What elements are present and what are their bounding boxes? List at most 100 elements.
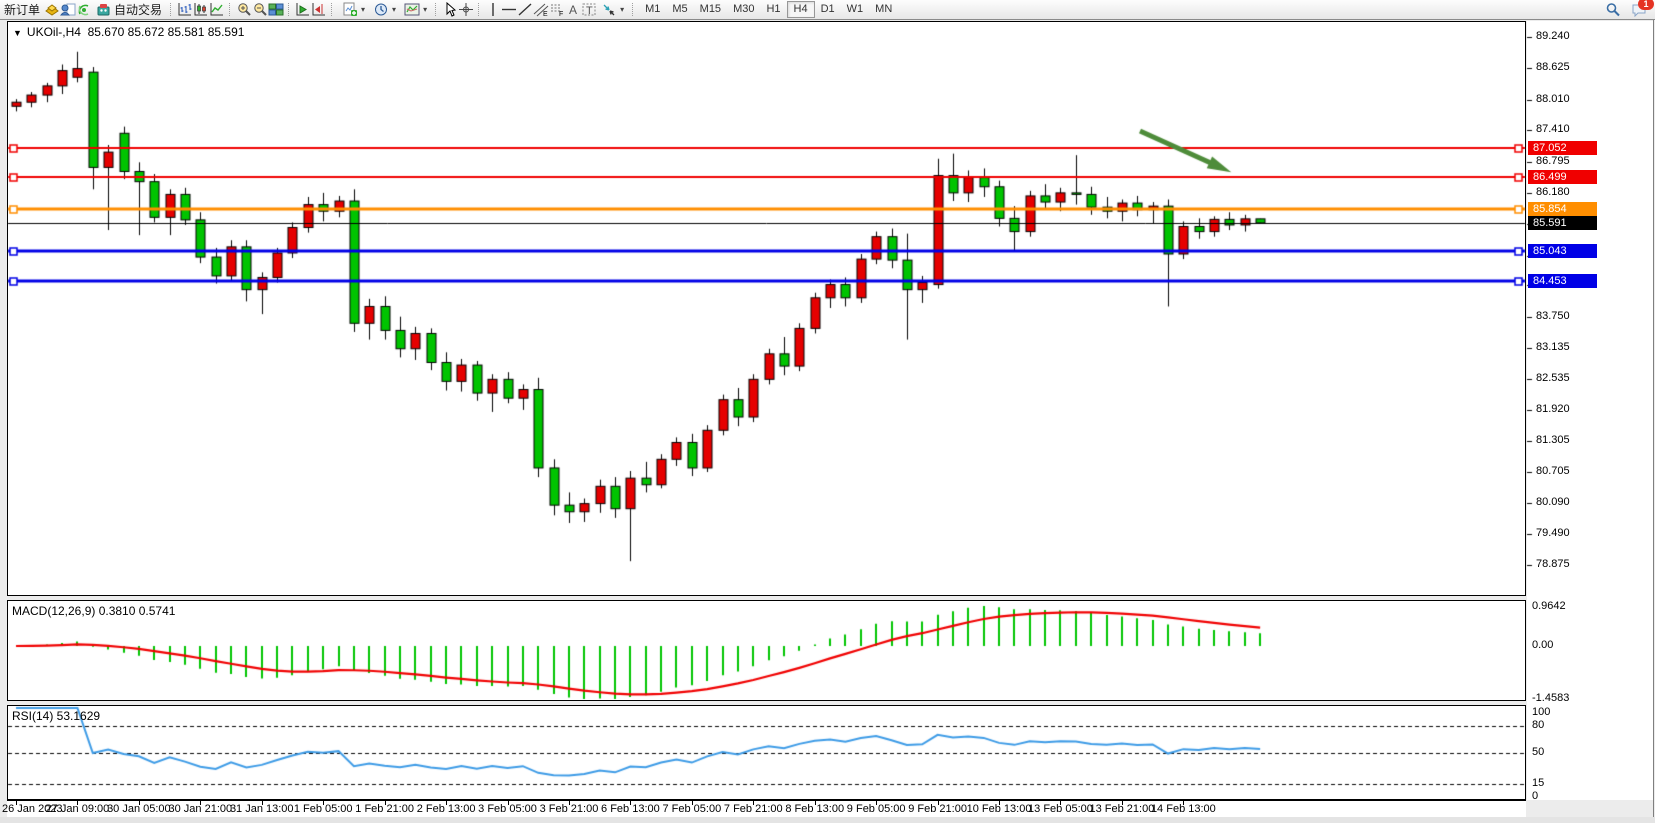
new-chart-button[interactable]: ▾ <box>338 1 369 19</box>
auto-scroll-icon[interactable] <box>295 2 311 17</box>
timeframe-d1-button[interactable]: D1 <box>820 3 835 15</box>
cursor-icon[interactable] <box>442 1 458 17</box>
horizontal-line-tool-icon[interactable] <box>501 2 517 17</box>
toolbar-handle <box>478 3 481 16</box>
rsi-axis-label: 80 <box>1532 718 1545 731</box>
macd-panel[interactable] <box>7 600 1526 701</box>
level-price-tag: 87.052 <box>1528 141 1597 155</box>
macd-axis-label: 0.00 <box>1532 639 1554 651</box>
chevron-down-icon: ▾ <box>620 5 625 14</box>
price-tick-label: 81.920 <box>1536 402 1570 415</box>
signals-icon[interactable] <box>76 2 92 17</box>
shapes-button[interactable]: ▾ <box>597 1 628 19</box>
chevron-down-icon: ▾ <box>361 5 366 14</box>
vertical-line-tool-icon[interactable] <box>485 2 501 17</box>
autotrading-label: 自动交易 <box>114 3 163 17</box>
channel-tool-icon[interactable]: E <box>533 2 549 18</box>
text-tool-icon[interactable]: A <box>565 2 581 17</box>
price-tick-label: 86.180 <box>1536 185 1570 198</box>
price-tick-label: 80.705 <box>1536 464 1570 477</box>
time-axis-tick <box>385 800 386 805</box>
time-axis-tick <box>1122 800 1123 805</box>
price-tick-label: 79.490 <box>1536 526 1570 539</box>
time-axis-tick <box>1060 800 1061 805</box>
time-axis-tick <box>77 800 78 805</box>
quote-ohlc: 85.670 85.672 85.581 85.591 <box>87 25 245 39</box>
autotrading-button[interactable]: 自动交易 <box>92 1 166 19</box>
label-tool-letter: T <box>586 5 593 17</box>
time-axis-tick <box>139 800 140 805</box>
crosshair-icon[interactable] <box>458 2 474 17</box>
new-order-button[interactable]: 新订单 <box>0 1 44 19</box>
chat-badge: 1 <box>1638 0 1654 10</box>
timeframe-h1-button[interactable]: H1 <box>766 3 781 15</box>
zoom-in-icon[interactable] <box>236 2 252 17</box>
rsi-axis-label: 0 <box>1532 790 1539 802</box>
fibonacci-tool-icon[interactable]: F <box>549 2 565 18</box>
template-icon <box>404 2 420 17</box>
toolbar-handle <box>288 3 291 16</box>
mql5-gold-icon[interactable] <box>44 2 60 17</box>
channel-tool-letter: E <box>543 11 548 17</box>
price-tick-label: 86.795 <box>1536 154 1570 167</box>
timeframe-m30-button[interactable]: M30 <box>733 3 755 15</box>
timeframe-mn-button[interactable]: MN <box>875 3 893 15</box>
rsi-axis-label: 15 <box>1532 776 1545 789</box>
price-tick-label: 81.305 <box>1536 434 1570 447</box>
chart-candles-icon[interactable] <box>193 2 209 17</box>
time-axis-tick <box>323 800 324 805</box>
arrows-shapes-icon <box>601 2 617 17</box>
search-icon[interactable] <box>1605 2 1621 17</box>
timeframe-w1-button[interactable]: W1 <box>846 3 864 15</box>
templates-button[interactable]: ▾ <box>400 1 431 19</box>
time-axis-tick <box>16 800 17 805</box>
time-axis-tick <box>262 800 263 805</box>
time-axis-tick <box>569 800 570 805</box>
main-chart-panel[interactable] <box>7 21 1526 596</box>
timeframe-m5-button[interactable]: M5 <box>672 3 688 15</box>
text-tool-letter: A <box>569 3 577 17</box>
chat-icon[interactable]: 1 <box>1631 0 1654 18</box>
time-axis-tick <box>200 800 201 805</box>
new-chart-icon <box>342 2 358 17</box>
toolbar-handle <box>331 3 334 16</box>
time-axis-tick <box>446 800 447 805</box>
level-price-tag: 85.043 <box>1528 244 1597 258</box>
time-axis-tick <box>938 800 939 805</box>
timeframe-m1-button[interactable]: M1 <box>645 3 661 15</box>
level-price-tag: 84.453 <box>1528 274 1597 288</box>
level-price-tag: 85.854 <box>1528 202 1597 216</box>
rsi-label: RSI(14) 53.1629 <box>12 709 101 723</box>
toolbar: 新订单 自动交易 ▾ ▾ <box>0 0 1655 20</box>
time-axis-tick <box>508 800 509 805</box>
trendline-tool-icon[interactable] <box>517 2 533 17</box>
tile-windows-icon[interactable] <box>268 2 284 17</box>
zoom-out-icon[interactable] <box>252 2 268 17</box>
status-strip <box>0 817 1655 823</box>
price-tick-label: 78.875 <box>1536 558 1570 570</box>
periods-button[interactable]: ▾ <box>369 1 400 19</box>
symbol-label: UKOil-,H4 <box>26 25 81 39</box>
chart-bars-icon[interactable] <box>177 2 193 17</box>
time-axis-tick <box>630 800 631 805</box>
time-axis-tick <box>999 800 1000 805</box>
chart-shift-icon[interactable] <box>311 2 327 17</box>
timeframe-h4-button[interactable]: H4 <box>786 1 815 18</box>
current-price-tag: 85.591 <box>1528 216 1597 230</box>
fibonacci-tool-letter: F <box>559 11 563 17</box>
time-axis-tick <box>815 800 816 805</box>
price-tick-label: 88.625 <box>1536 61 1570 74</box>
window-border <box>1653 20 1654 817</box>
timeframe-m15-button[interactable]: M15 <box>699 3 722 15</box>
time-axis-tick <box>876 800 877 805</box>
toolbar-handle <box>229 3 232 16</box>
label-tool-icon[interactable]: T <box>581 2 597 17</box>
toolbar-handle <box>632 3 635 16</box>
price-tick-label: 88.010 <box>1536 92 1570 105</box>
symbol-dropdown-icon[interactable]: ▼ <box>13 28 22 38</box>
profile-icon[interactable] <box>59 2 76 17</box>
chart-line-icon[interactable] <box>209 2 225 17</box>
rsi-axis-label: 100 <box>1532 706 1551 718</box>
rsi-panel[interactable] <box>7 705 1526 800</box>
chart-title: ▼ UKOil-,H4 85.670 85.672 85.581 85.591 <box>13 25 244 39</box>
